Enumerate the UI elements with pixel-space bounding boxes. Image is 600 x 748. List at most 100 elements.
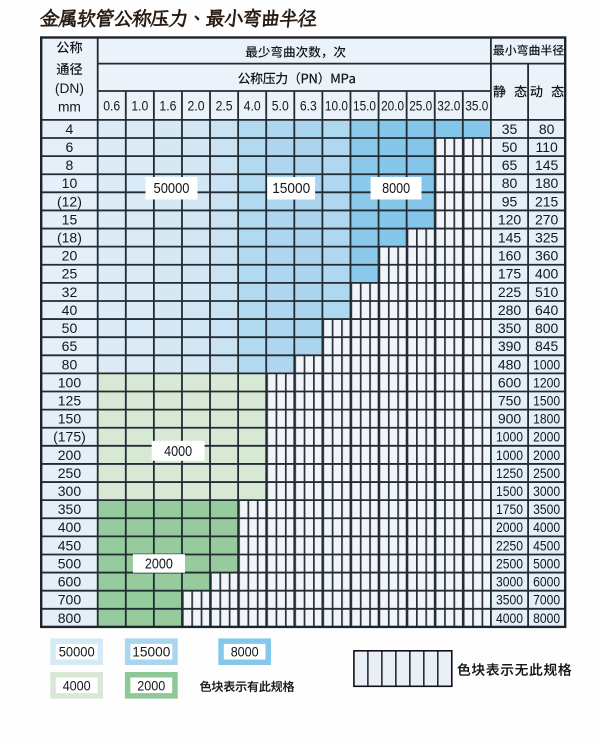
- svg-text:8000: 8000: [382, 180, 410, 197]
- svg-text:95: 95: [502, 193, 518, 209]
- svg-text:(12): (12): [57, 193, 82, 209]
- svg-text:350: 350: [58, 501, 82, 517]
- svg-text:145: 145: [498, 230, 522, 246]
- svg-text:50: 50: [62, 320, 78, 336]
- svg-text:4000: 4000: [164, 443, 192, 460]
- svg-text:(175): (175): [53, 429, 86, 445]
- svg-text:125: 125: [58, 392, 82, 408]
- svg-text:4.0: 4.0: [244, 99, 261, 114]
- svg-text:1200: 1200: [533, 374, 560, 390]
- svg-text:150: 150: [58, 411, 82, 427]
- svg-text:(DN): (DN): [55, 81, 84, 96]
- svg-text:1800: 1800: [533, 411, 560, 427]
- svg-text:10.0: 10.0: [325, 99, 348, 114]
- svg-text:4000: 4000: [63, 677, 91, 693]
- svg-text:1500: 1500: [496, 483, 523, 499]
- svg-text:215: 215: [535, 193, 559, 209]
- svg-text:15: 15: [62, 211, 78, 227]
- svg-text:350: 350: [498, 320, 522, 336]
- svg-text:8000: 8000: [231, 644, 259, 660]
- svg-text:510: 510: [535, 284, 559, 300]
- svg-text:15.0: 15.0: [353, 99, 376, 114]
- svg-text:20: 20: [62, 248, 78, 264]
- svg-text:120: 120: [498, 211, 522, 227]
- svg-text:160: 160: [498, 248, 522, 264]
- svg-text:400: 400: [535, 266, 559, 282]
- svg-text:1500: 1500: [533, 392, 560, 408]
- svg-text:15000: 15000: [272, 180, 310, 197]
- svg-text:225: 225: [498, 284, 522, 300]
- svg-text:2.5: 2.5: [216, 99, 233, 114]
- svg-text:400: 400: [58, 519, 82, 535]
- svg-text:3500: 3500: [533, 501, 560, 517]
- svg-text:250: 250: [58, 465, 82, 481]
- svg-text:845: 845: [535, 338, 559, 354]
- svg-text:280: 280: [498, 302, 522, 318]
- svg-text:4000: 4000: [496, 610, 523, 626]
- svg-text:20.0: 20.0: [381, 99, 404, 114]
- svg-text:2.0: 2.0: [188, 99, 205, 114]
- svg-text:1.6: 1.6: [159, 99, 176, 114]
- svg-text:4000: 4000: [533, 519, 560, 535]
- svg-text:145: 145: [535, 157, 559, 173]
- svg-text:800: 800: [58, 610, 82, 626]
- svg-text:50: 50: [502, 139, 518, 155]
- svg-text:1000: 1000: [533, 356, 560, 372]
- svg-text:2500: 2500: [496, 555, 523, 571]
- svg-text:1.0: 1.0: [131, 99, 148, 114]
- svg-text:7000: 7000: [533, 592, 560, 608]
- svg-text:1750: 1750: [496, 501, 523, 517]
- svg-text:80: 80: [502, 175, 518, 191]
- svg-text:700: 700: [58, 592, 82, 608]
- svg-text:390: 390: [498, 338, 522, 354]
- svg-text:80: 80: [62, 356, 78, 372]
- svg-text:80: 80: [539, 121, 555, 137]
- svg-text:32: 32: [62, 284, 78, 300]
- svg-text:2500: 2500: [533, 465, 560, 481]
- svg-text:50000: 50000: [59, 644, 95, 660]
- svg-text:1000: 1000: [496, 429, 523, 445]
- svg-text:25.0: 25.0: [409, 99, 432, 114]
- svg-text:4500: 4500: [533, 537, 560, 553]
- svg-text:800: 800: [535, 320, 559, 336]
- svg-text:65: 65: [62, 338, 78, 354]
- svg-text:100: 100: [58, 374, 82, 390]
- svg-text:110: 110: [535, 139, 558, 155]
- svg-text:600: 600: [58, 574, 82, 590]
- svg-text:40: 40: [62, 302, 78, 318]
- svg-text:50000: 50000: [154, 180, 190, 197]
- svg-text:325: 325: [535, 230, 559, 246]
- svg-text:1000: 1000: [496, 447, 523, 463]
- svg-text:35: 35: [502, 121, 518, 137]
- svg-text:5000: 5000: [533, 555, 560, 571]
- svg-text:65: 65: [502, 157, 518, 173]
- svg-text:180: 180: [535, 175, 559, 191]
- svg-text:2000: 2000: [533, 447, 560, 463]
- svg-text:4: 4: [66, 121, 74, 137]
- svg-text:3000: 3000: [533, 483, 560, 499]
- svg-text:6000: 6000: [533, 574, 560, 590]
- svg-text:360: 360: [535, 248, 559, 264]
- svg-text:6: 6: [66, 139, 74, 155]
- svg-text:mm: mm: [58, 99, 81, 114]
- svg-text:175: 175: [498, 266, 522, 282]
- svg-text:2000: 2000: [533, 429, 560, 445]
- svg-text:3500: 3500: [496, 592, 523, 608]
- svg-text:6.3: 6.3: [300, 99, 317, 114]
- svg-text:300: 300: [58, 483, 82, 499]
- svg-text:600: 600: [498, 374, 522, 390]
- svg-text:35.0: 35.0: [465, 99, 488, 114]
- svg-text:450: 450: [58, 537, 82, 553]
- svg-text:270: 270: [535, 211, 559, 227]
- svg-text:15000: 15000: [132, 644, 170, 660]
- svg-text:2000: 2000: [145, 556, 173, 573]
- svg-text:500: 500: [58, 555, 82, 571]
- svg-text:8: 8: [66, 157, 74, 173]
- svg-text:(18): (18): [57, 230, 82, 246]
- svg-text:2000: 2000: [137, 677, 165, 693]
- svg-text:750: 750: [498, 392, 522, 408]
- svg-text:0.6: 0.6: [103, 99, 120, 114]
- svg-text:200: 200: [58, 447, 82, 463]
- svg-text:2000: 2000: [496, 519, 523, 535]
- svg-text:2250: 2250: [496, 537, 523, 553]
